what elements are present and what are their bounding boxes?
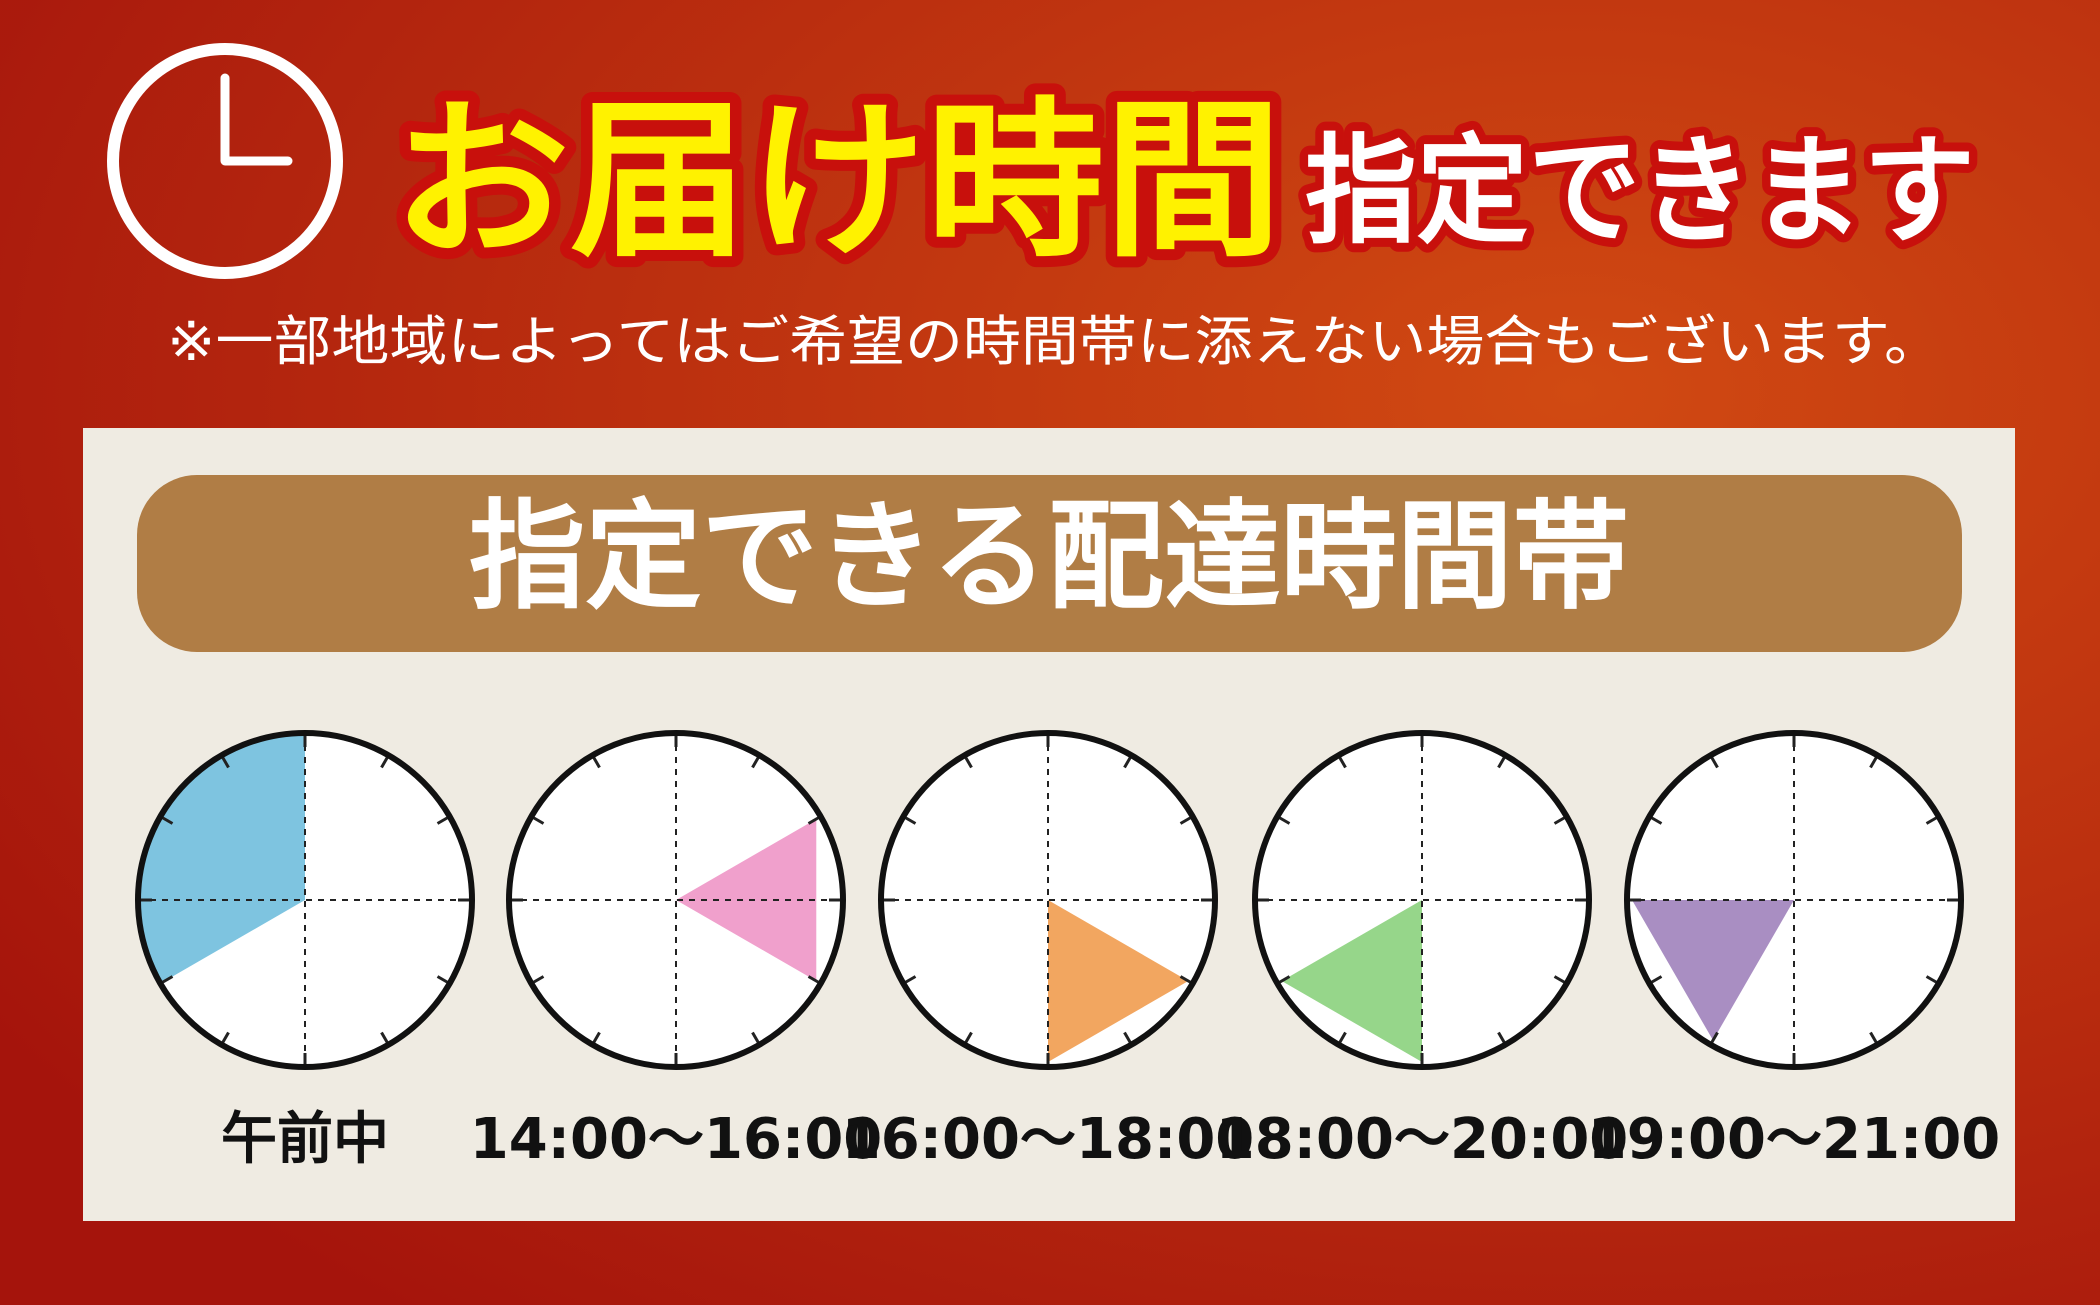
time-sector [676, 819, 817, 981]
clock-rim [1624, 730, 1964, 1070]
time-sector [1632, 900, 1794, 1041]
clock-rim [135, 730, 475, 1070]
slot-label: 18:00～20:00 [1216, 1107, 1629, 1172]
clock-rim [506, 730, 846, 1070]
clock-icon [107, 43, 343, 279]
time-sector [1281, 900, 1422, 1062]
slot-label: 19:00～21:00 [1588, 1107, 2001, 1172]
slot-label: 16:00～18:00 [842, 1107, 1255, 1172]
title-sub: 指定できます [1305, 122, 1975, 260]
slot-label: 午前中 [221, 1107, 389, 1172]
title-main: お届け時間 [392, 83, 1282, 281]
clocks: 午前中 14:00～16:0016:00～18:0018:00～20:0019:0… [135, 730, 2001, 1172]
slot-label: 14:00～16:00 [470, 1107, 883, 1172]
time-sector [1048, 900, 1189, 1062]
note: ※一部地域によってはご希望の時間帯に添えない場合もございます。 [167, 310, 1942, 373]
time-sector [138, 733, 305, 984]
panel-title: 指定できる配達時間帯 [469, 487, 1629, 626]
clock-rim [878, 730, 1218, 1070]
panel-title-bar [137, 475, 1962, 652]
clock-rim [1252, 730, 1592, 1070]
